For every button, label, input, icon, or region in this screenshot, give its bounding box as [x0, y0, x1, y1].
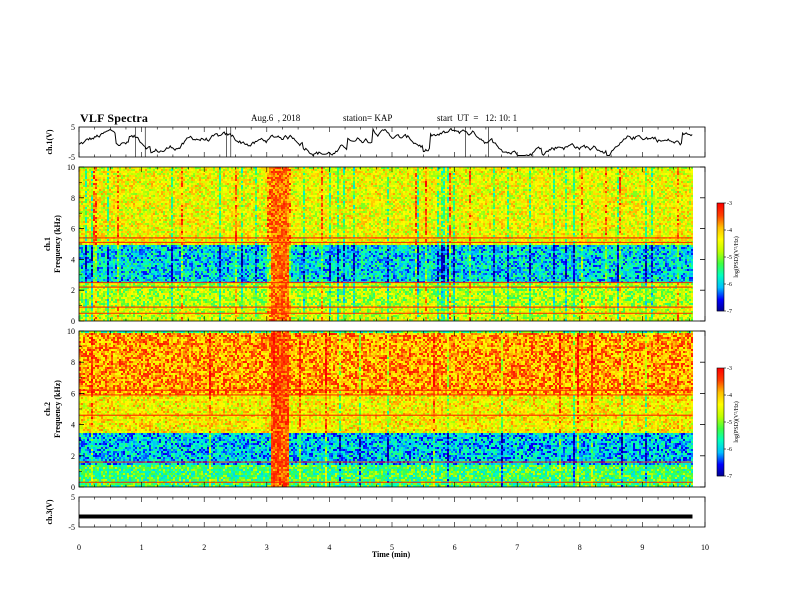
s1-ylabel-frequency: Frequency (kHz) [53, 215, 62, 273]
s2-ytick-label: 4 [71, 421, 75, 430]
xtick-label: 0 [77, 543, 81, 552]
s2-ytick-label: 2 [71, 452, 75, 461]
w3-ylabel: ch.3(V) [45, 499, 54, 524]
s1-cb-tick-label: -7 [727, 309, 732, 315]
w3-ytick-label: 5 [71, 493, 75, 502]
s2-cb-tick-label: -6 [727, 447, 732, 453]
xtick-label: 10 [701, 543, 709, 552]
s2-cb-tick-label: -3 [727, 366, 732, 372]
w3-ytick-label: -5 [68, 523, 75, 532]
w1-ytick-label: -5 [68, 153, 75, 162]
s1-ytick-label: 8 [71, 194, 75, 203]
s1-ytick-label: 10 [67, 163, 75, 172]
w1-series [78, 127, 693, 157]
xtick-label: 9 [640, 543, 644, 552]
s1-ytick-label: 0 [71, 317, 75, 326]
s1-ytick-label: 2 [71, 286, 75, 295]
date-label: Aug.6 , 2018 [251, 113, 300, 123]
xtick-label: 6 [453, 543, 457, 552]
s1-cb-label: log(PSD)(V²/Hz) [733, 236, 740, 277]
w1-ytick-label: 5 [71, 123, 75, 132]
s2-ytick-label: 8 [71, 358, 75, 367]
s1-cb-tick-label: -4 [727, 228, 732, 234]
xtick-label: 8 [578, 543, 582, 552]
s1-cb-tick-label: -5 [727, 255, 732, 261]
s2-cb-tick-label: -4 [727, 393, 732, 399]
s2-ytick-label: 0 [71, 483, 75, 492]
s1-cb-tick-label: -6 [727, 282, 732, 288]
xtick-label: 4 [327, 543, 331, 552]
s2-cb-label: log(PSD)(V²/Hz) [733, 401, 740, 442]
s2-ytick-label: 6 [71, 389, 75, 398]
s2-ylabel-frequency: Frequency (kHz) [53, 380, 62, 438]
chart-title: VLF Spectra [80, 111, 148, 126]
xtick-label: 5 [390, 543, 394, 552]
s1-ytick-label: 6 [71, 225, 75, 234]
s2-ytick-label: 10 [67, 327, 75, 336]
s1-ylabel-channel: ch.1 [43, 237, 52, 251]
xtick-label: 2 [202, 543, 206, 552]
station-label: station= KAP [343, 113, 392, 123]
s2-cb-tick-label: -7 [727, 474, 732, 480]
s1-cb-tick-label: -3 [727, 201, 732, 207]
s1-ytick-label: 4 [71, 255, 75, 264]
start-time-label: start UT = 12: 10: 1 [437, 113, 517, 123]
x-axis-label: Time (min) [372, 550, 411, 559]
s2-ylabel-channel: ch.2 [43, 402, 52, 416]
s2-cb-tick-label: -5 [727, 420, 732, 426]
xtick-label: 7 [515, 543, 519, 552]
w1-ylabel: ch.1(V) [45, 129, 54, 154]
xtick-label: 3 [265, 543, 269, 552]
xtick-label: 1 [140, 543, 144, 552]
